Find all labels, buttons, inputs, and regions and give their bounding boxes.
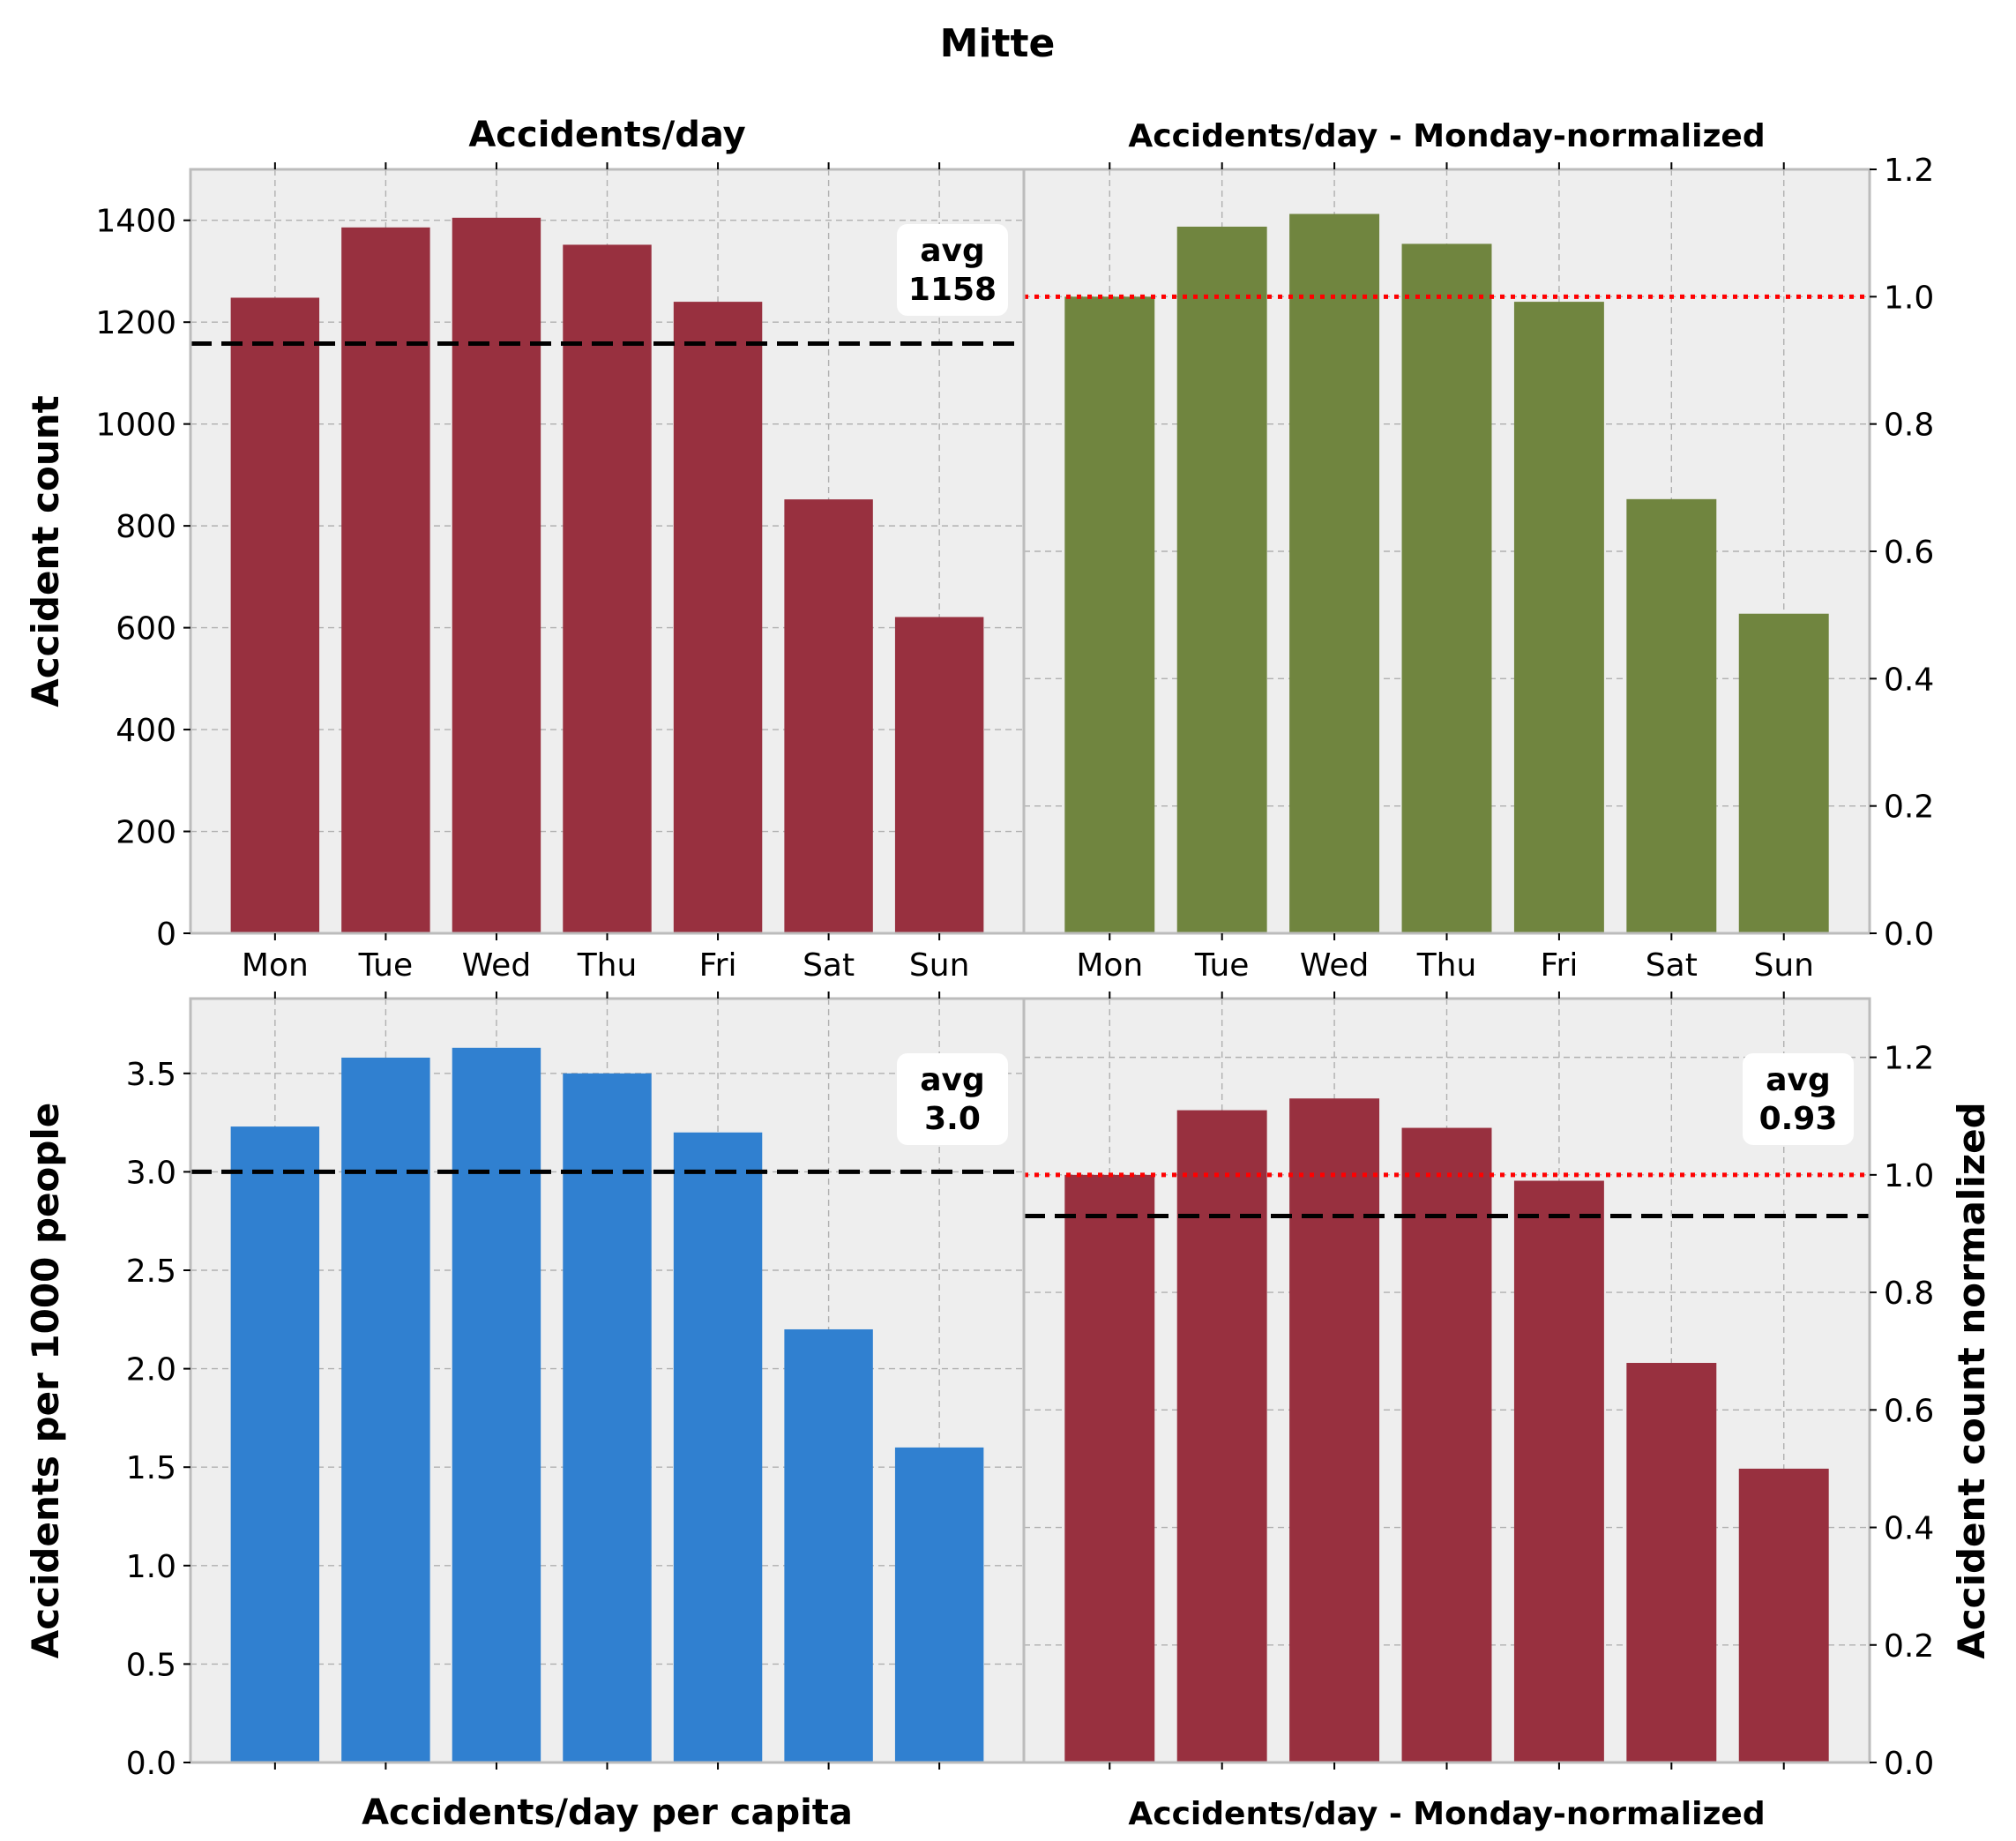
y-tick-label: 600 [116,611,176,647]
bar-sat [784,499,873,933]
y-tick-label: 0.2 [1884,1628,1934,1665]
bar-tue [1176,226,1267,933]
y-tick-label: 2.5 [126,1254,176,1290]
bar-sat [784,1328,873,1762]
y-tick-label: 2.0 [126,1352,176,1388]
bar-mon [1064,1174,1155,1762]
bar-wed [1289,213,1380,933]
y-tick-label: 3.5 [126,1057,176,1093]
y-tick-label: 0.0 [126,1746,176,1782]
bar-fri [673,302,763,933]
bar-sun [894,617,984,933]
bar-sun [894,1447,984,1762]
y-tick-label: 0.0 [1884,917,1934,953]
y-tick-label: 0.4 [1884,662,1934,698]
x-tick-label: Sun [909,947,969,984]
avg-annotation-value: 0.93 [1759,1101,1838,1137]
y-tick-label: 1000 [95,408,176,444]
x-tick-label: Wed [1300,947,1370,984]
avg-annotation-value: 3.0 [924,1101,981,1137]
y-tick-label: 200 [116,815,176,851]
bar-fri [673,1132,763,1762]
y-tick-label: 1.5 [126,1450,176,1486]
bar-wed [452,217,541,933]
bar-thu [563,1073,652,1762]
x-axis-label: Accidents/day per capita [362,1792,853,1833]
x-tick-label: Sun [1753,947,1813,984]
y-tick-label: 1200 [95,305,176,341]
x-tick-label: Mon [242,947,309,984]
bar-thu [1401,243,1492,933]
bar-mon [230,1126,320,1762]
y-tick-label: 800 [116,509,176,545]
bar-thu [1401,1127,1492,1762]
x-tick-label: Sat [1646,947,1698,984]
panel-top-right: 0.0 0.2 0.4 0.6 0.8 1.0 1.2 Mon Tue Wed Thu Fri Sat S… [1022,118,1934,984]
avg-annotation-box [897,224,1008,316]
x-tick-label: Mon [1076,947,1143,984]
x-tick-label: Fri [1540,947,1578,984]
bar-mon [1064,296,1155,933]
avg-annotation-label: avg [920,1062,985,1098]
y-tick-label: 0 [156,917,176,953]
x-tick-label: Sat [803,947,855,984]
y-tick-label: 1.2 [1884,153,1934,189]
y-tick-label: 1.0 [1884,280,1934,316]
panel-bottom-right: 0.0 0.2 0.4 0.6 0.8 1.0 1.2 Accidents/day - Mon… [1022,992,1993,1832]
y-tick-label: 0.6 [1884,1393,1934,1429]
x-tick-label: Tue [1194,947,1250,984]
y-tick-label: 0.8 [1884,1276,1934,1312]
y-tick-label: 0.5 [126,1647,176,1683]
bar-wed [1289,1098,1380,1762]
y-tick-label: 400 [116,713,176,749]
bar-fri [1513,302,1604,933]
x-tick-label: Fri [699,947,737,984]
panel-title: Accidents/day [468,115,745,155]
bar-fri [1513,1180,1604,1762]
bar-wed [452,1047,541,1762]
x-axis-label: Accidents/day - Monday-normalized [1128,1796,1765,1832]
x-tick-label: Thu [1416,947,1477,984]
y-tick-label: 0.0 [1884,1746,1934,1782]
panels: 0 200 400 600 800 1000 1200 1400 Mon Tue Wed Thu Fri… [24,115,1993,1833]
bar-sun [1738,1468,1829,1762]
y-tick-label: 1400 [95,204,176,240]
y-tick-label: 3.0 [126,1155,176,1191]
y-tick-label: 0.6 [1884,535,1934,571]
y-axis-label: Accident count [24,395,67,707]
avg-annotation-box [897,1053,1008,1145]
y-tick-label: 0.8 [1884,408,1934,444]
panel-bottom-left: 0.0 0.5 1.0 1.5 2.0 2.5 3.0 3.5 Accidents/day pe… [24,992,1026,1833]
avg-annotation-label: avg [1766,1062,1831,1098]
x-tick-label: Thu [577,947,638,984]
panel-title: Accidents/day - Monday-normalized [1128,118,1765,154]
x-tick-label: Tue [358,947,414,984]
bar-mon [230,297,320,933]
y-tick-label: 0.4 [1884,1511,1934,1547]
avg-annotation-value: 1158 [908,272,997,308]
y-axis-label: Accident count normalized [1950,1102,1993,1658]
y-tick-label: 1.0 [126,1549,176,1585]
y-tick-label: 1.2 [1884,1041,1934,1077]
bar-tue [341,227,430,933]
panel-top-left: 0 200 400 600 800 1000 1200 1400 Mon Tue Wed Thu Fri… [24,115,1026,984]
y-tick-label: 1.0 [1884,1158,1934,1194]
bar-thu [563,244,652,934]
y-tick-label: 0.2 [1884,790,1934,826]
bar-sat [1626,498,1717,933]
x-tick-label: Wed [462,947,532,984]
bar-sat [1626,1363,1717,1762]
avg-annotation-label: avg [920,233,985,269]
bar-tue [1176,1110,1267,1762]
bar-tue [341,1057,430,1762]
avg-annotation-box [1743,1053,1854,1145]
bar-sun [1738,613,1829,933]
y-axis-label: Accidents per 1000 people [24,1103,67,1659]
figure-suptitle: Mitte [940,21,1056,66]
